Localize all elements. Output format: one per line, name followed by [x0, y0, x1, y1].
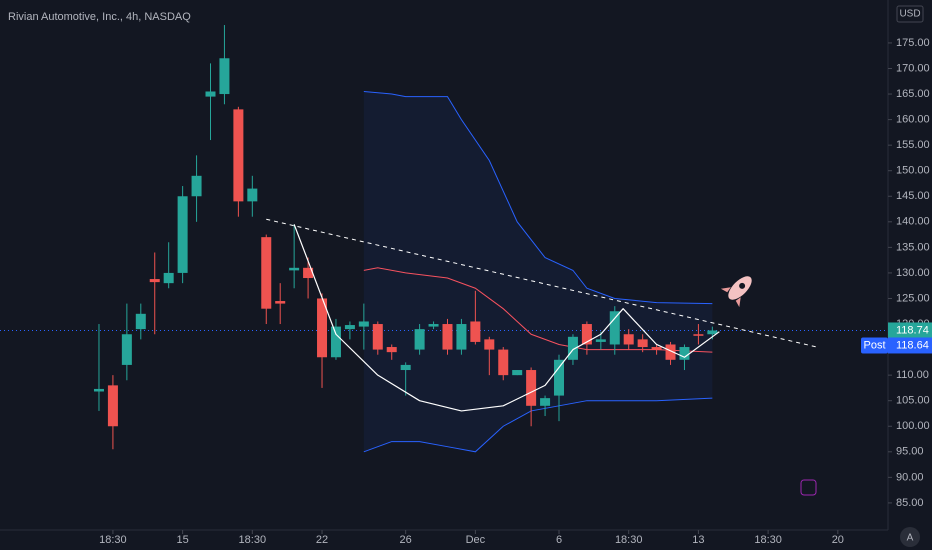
rocket-icon [720, 276, 752, 308]
x-tick-label: 13 [692, 534, 704, 546]
candle-body [135, 313, 146, 330]
candle-body [707, 330, 718, 335]
candle-body [372, 324, 383, 350]
candle-body [665, 344, 676, 360]
x-tick-label: 22 [316, 534, 328, 546]
candle-body [637, 339, 648, 348]
band-upper [363, 90, 713, 305]
candle-body [344, 325, 355, 330]
y-tick-label: 85.00 [896, 497, 924, 509]
candle-body [554, 359, 565, 396]
chart-title: Rivian Automotive, Inc., 4h, NASDAQ [8, 11, 191, 23]
candle-body [247, 188, 258, 202]
x-tick-label: 26 [400, 534, 412, 546]
currency[interactable]: USD [899, 9, 920, 20]
candle-body [177, 196, 188, 273]
candle-body [414, 329, 425, 350]
candle-body [623, 334, 634, 345]
y-tick-label: 155.00 [896, 139, 930, 151]
trendline [266, 218, 818, 348]
candle-body [386, 347, 397, 353]
candle-body [289, 267, 300, 271]
candle-body [163, 272, 174, 284]
candle-body [526, 370, 537, 406]
candle-body [93, 388, 104, 392]
post-tag: Post [863, 339, 885, 351]
candle-body [400, 364, 411, 371]
candle-body [107, 385, 118, 427]
y-tick-label: 130.00 [896, 267, 930, 279]
candle-body [191, 175, 202, 197]
candle-body [651, 347, 662, 350]
y-tick-label: 150.00 [896, 165, 930, 177]
candle-body [275, 301, 286, 304]
y-tick-label: 125.00 [896, 292, 930, 304]
candle-body [358, 321, 369, 327]
candle-body [512, 370, 523, 376]
y-tick-label: 170.00 [896, 62, 930, 74]
candle-body [303, 267, 314, 279]
y-tick-label: 160.00 [896, 114, 930, 126]
last-price-box [888, 322, 932, 339]
y-tick-label: 95.00 [896, 446, 924, 458]
candle-body [581, 324, 592, 345]
candle-body [149, 279, 160, 283]
x-tick-label: 20 [832, 534, 844, 546]
post-price-label: 118.64 [896, 339, 929, 351]
y-tick-label: 105.00 [896, 395, 930, 407]
candle-body [330, 326, 341, 358]
y-tick-label: 175.00 [896, 37, 930, 49]
candle-body [470, 321, 481, 342]
y-tick-label: 145.00 [896, 190, 930, 202]
auto-scale-label[interactable]: A [907, 533, 914, 544]
candle-body [317, 298, 328, 358]
candle-body [428, 324, 439, 327]
currency-box[interactable] [896, 5, 924, 23]
candle-body [498, 349, 509, 376]
y-tick-label: 140.00 [896, 216, 930, 228]
candle-body [233, 109, 244, 202]
y-tick-label: 165.00 [896, 88, 930, 100]
band-lower [363, 397, 713, 453]
y-tick-label: 90.00 [896, 471, 924, 483]
band-middle [363, 267, 713, 353]
candle-body [693, 334, 704, 336]
band-fill [363, 91, 713, 452]
y-tick-label: 135.00 [896, 241, 930, 253]
x-tick-label: 15 [176, 534, 188, 546]
candle-body [205, 91, 216, 97]
candle-body [484, 339, 495, 350]
x-tick-label: 18:30 [754, 534, 782, 546]
last-price-label: 118.74 [896, 324, 929, 336]
candle-body [595, 339, 606, 342]
auto-scale-button[interactable] [900, 527, 920, 547]
x-tick-label: 6 [556, 534, 562, 546]
candle-body [442, 324, 453, 350]
candle-body [540, 398, 551, 406]
y-tick-label: 100.00 [896, 420, 930, 432]
indicator-icon[interactable] [800, 479, 817, 496]
x-tick-label: Dec [466, 534, 486, 546]
candle-body [567, 336, 578, 360]
x-tick-label: 18:30 [99, 534, 127, 546]
candle-body [456, 324, 467, 350]
x-tick-label: 18:30 [239, 534, 267, 546]
candle-body [261, 237, 272, 309]
candle-body [609, 311, 620, 345]
x-tick-label: 18:30 [615, 534, 643, 546]
post-tag-box [861, 337, 888, 354]
candle-body [121, 334, 132, 365]
post-price-box [888, 337, 932, 354]
candle-body [679, 347, 690, 360]
candle-body [219, 58, 230, 95]
y-tick-label: 110.00 [896, 369, 929, 381]
cup-curve [293, 224, 720, 412]
